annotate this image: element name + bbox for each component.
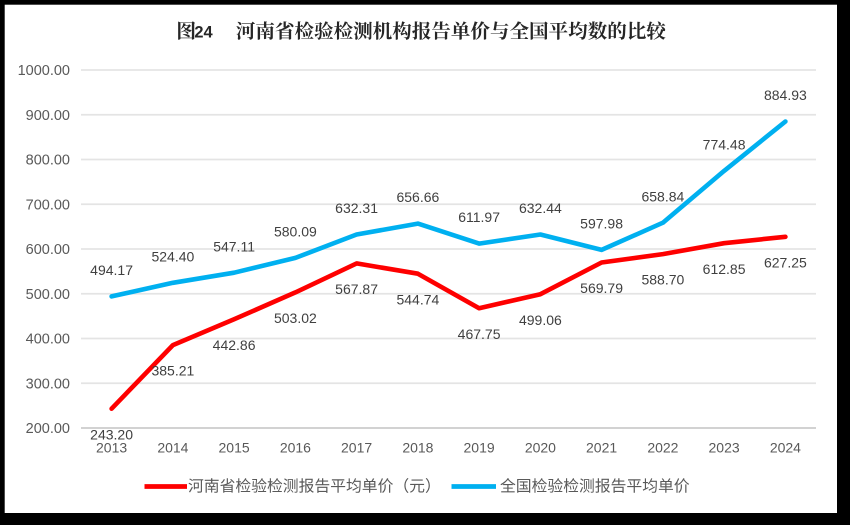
svg-text:2024: 2024	[770, 440, 801, 456]
svg-text:24: 24	[194, 24, 213, 42]
svg-text:2021: 2021	[586, 440, 617, 456]
svg-text:2019: 2019	[464, 440, 495, 456]
svg-text:2018: 2018	[402, 440, 433, 456]
svg-text:243.20: 243.20	[90, 426, 133, 442]
svg-text:500.00: 500.00	[26, 287, 70, 303]
svg-text:612.85: 612.85	[703, 261, 746, 277]
svg-text:524.40: 524.40	[151, 248, 194, 264]
svg-text:900.00: 900.00	[26, 108, 70, 124]
svg-text:627.25: 627.25	[764, 254, 807, 270]
svg-text:2013: 2013	[96, 440, 127, 456]
svg-text:200.00: 200.00	[26, 421, 70, 437]
svg-text:1000.00: 1000.00	[18, 63, 70, 79]
svg-text:656.66: 656.66	[396, 189, 439, 205]
svg-text:597.98: 597.98	[580, 216, 623, 232]
svg-text:632.44: 632.44	[519, 200, 562, 216]
svg-text:547.11: 547.11	[213, 238, 255, 254]
svg-text:800.00: 800.00	[26, 153, 70, 169]
svg-text:2022: 2022	[647, 440, 678, 456]
svg-text:442.86: 442.86	[213, 337, 256, 353]
svg-text:569.79: 569.79	[580, 280, 623, 296]
svg-text:588.70: 588.70	[641, 272, 684, 288]
svg-text:567.87: 567.87	[335, 281, 378, 297]
svg-text:2015: 2015	[219, 440, 250, 456]
svg-text:2020: 2020	[525, 440, 556, 456]
svg-text:2023: 2023	[709, 440, 740, 456]
svg-text:503.02: 503.02	[274, 310, 317, 326]
svg-text:2014: 2014	[157, 440, 188, 456]
svg-text:2017: 2017	[341, 440, 372, 456]
svg-text:658.84: 658.84	[641, 188, 684, 204]
svg-text:467.75: 467.75	[458, 326, 501, 342]
svg-text:385.21: 385.21	[151, 363, 194, 379]
svg-text:494.17: 494.17	[90, 262, 133, 278]
svg-text:580.09: 580.09	[274, 224, 317, 240]
svg-text:400.00: 400.00	[26, 332, 70, 348]
svg-text:700.00: 700.00	[26, 197, 70, 213]
svg-text:632.31: 632.31	[335, 200, 378, 216]
svg-text:774.48: 774.48	[703, 137, 746, 153]
svg-text:611.97: 611.97	[458, 209, 500, 225]
svg-text:884.93: 884.93	[764, 87, 807, 103]
svg-text:300.00: 300.00	[26, 376, 70, 392]
svg-text:499.06: 499.06	[519, 312, 562, 328]
svg-text:544.74: 544.74	[396, 291, 439, 307]
svg-text:600.00: 600.00	[26, 242, 70, 258]
svg-text:2016: 2016	[280, 440, 311, 456]
